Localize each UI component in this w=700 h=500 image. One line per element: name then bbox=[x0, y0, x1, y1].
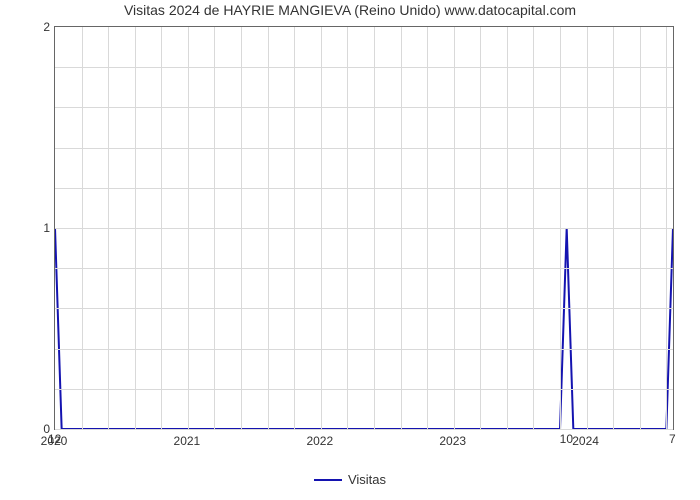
x-tick-label: 2022 bbox=[290, 434, 350, 448]
y-tick-label: 1 bbox=[10, 221, 50, 235]
legend-label: Visitas bbox=[348, 472, 386, 487]
chart-container: Visitas 2024 de HAYRIE MANGIEVA (Reino U… bbox=[0, 0, 700, 500]
gridline-horizontal bbox=[55, 308, 673, 309]
gridline-horizontal bbox=[55, 188, 673, 189]
x-tick-label: 2023 bbox=[423, 434, 483, 448]
gridline-horizontal bbox=[55, 148, 673, 149]
x-tick-label: 2021 bbox=[157, 434, 217, 448]
gridline-horizontal bbox=[55, 268, 673, 269]
legend: Visitas bbox=[0, 472, 700, 487]
legend-swatch bbox=[314, 479, 342, 481]
plot-area bbox=[54, 26, 674, 430]
gridline-horizontal bbox=[55, 349, 673, 350]
point-label: 7 bbox=[669, 432, 676, 446]
point-label: 12 bbox=[48, 432, 61, 446]
gridline-horizontal bbox=[55, 107, 673, 108]
gridline-horizontal bbox=[55, 228, 673, 229]
y-tick-label: 2 bbox=[10, 20, 50, 34]
series-line bbox=[55, 228, 673, 429]
gridline-horizontal bbox=[55, 429, 673, 430]
gridline-horizontal bbox=[55, 67, 673, 68]
chart-title: Visitas 2024 de HAYRIE MANGIEVA (Reino U… bbox=[0, 2, 700, 18]
gridline-horizontal bbox=[55, 389, 673, 390]
point-label: 10 bbox=[560, 432, 573, 446]
